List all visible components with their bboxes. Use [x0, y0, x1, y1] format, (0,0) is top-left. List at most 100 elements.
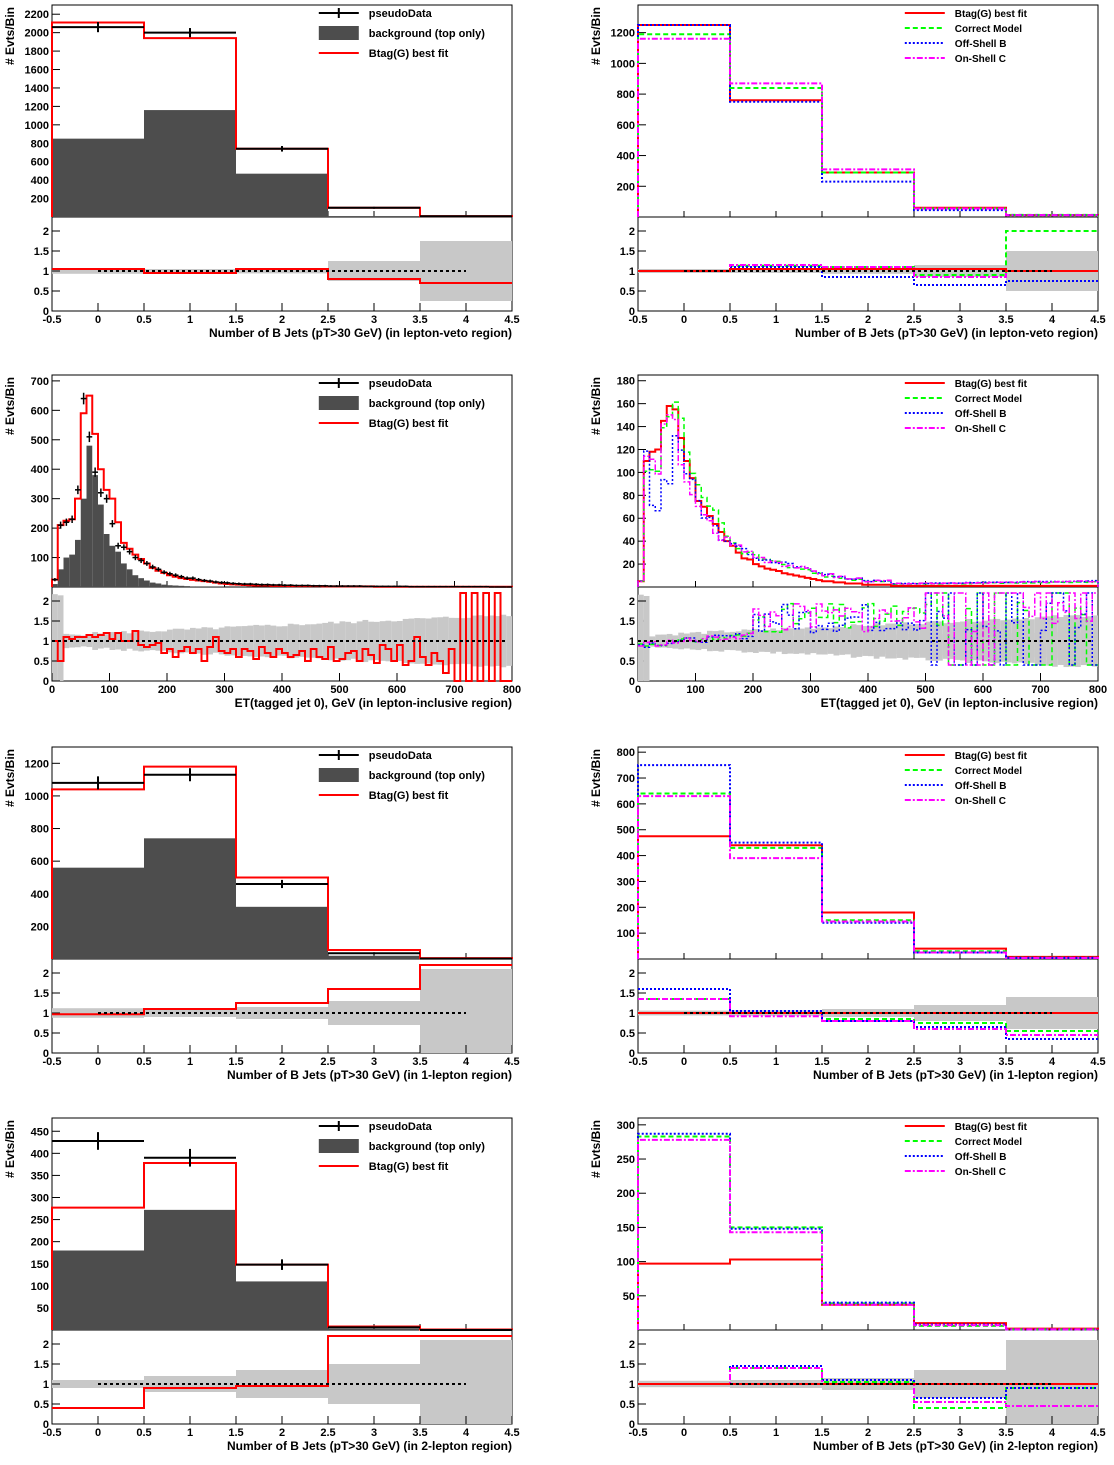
ratio-uncertainty-band [799, 635, 805, 652]
y-tick-label: 100 [31, 553, 49, 565]
y-tick-label: 20 [623, 559, 635, 571]
ratio-y-tick-label: 1.5 [34, 1359, 49, 1371]
ratio-y-tick-label: 1.5 [34, 988, 49, 1000]
y-tick-label: 50 [623, 1291, 635, 1303]
x-tick-label: 1.5 [228, 1427, 243, 1439]
ratio-y-tick-label: 1.5 [620, 1359, 635, 1371]
model-histogram-onshell [637, 795, 1099, 959]
background-bar [149, 582, 156, 587]
model-histogram-correct [637, 1135, 1099, 1331]
x-tick-label: 1 [187, 314, 193, 326]
legend-label: On-Shell C [955, 424, 1006, 435]
y-tick-label: 50 [37, 1303, 49, 1315]
ratio-uncertainty-band [816, 635, 822, 652]
x-tick-label: 0 [681, 1056, 687, 1068]
y-tick-label: 200 [31, 921, 49, 933]
x-tick-label: -0.5 [43, 1056, 62, 1068]
ratio-y-tick-label: 1 [629, 1008, 635, 1020]
legend-label: On-Shell C [955, 796, 1006, 807]
ratio-line-correct [638, 592, 1098, 666]
ratio-uncertainty-band [879, 634, 886, 654]
y-axis-title: # Evts/Bin [3, 377, 17, 435]
ratio-uncertainty-band [264, 624, 271, 658]
legend-label: background (top only) [369, 1141, 485, 1153]
x-tick-label: 4 [1049, 1056, 1056, 1068]
ratio-uncertainty-band [925, 634, 932, 655]
legend-label: Correct Model [955, 394, 1022, 405]
ratio-y-tick-label: 0.5 [34, 656, 49, 668]
legend-label: background (top only) [369, 770, 485, 782]
ratio-uncertainty-band [408, 618, 415, 664]
y-tick-label: 200 [617, 1188, 635, 1200]
background-bar [69, 554, 75, 587]
ratio-y-tick-label: 2 [43, 968, 49, 980]
y-tick-label: 700 [31, 376, 49, 388]
x-tick-label: 0 [681, 1427, 687, 1439]
ratio-y-tick-label: 1 [629, 636, 635, 648]
ratio-uncertainty-band [758, 636, 765, 650]
y-tick-label: 150 [31, 1259, 49, 1271]
x-tick-label: 200 [158, 684, 176, 696]
x-tick-label: 3 [957, 1056, 963, 1068]
legend-label: Off-Shell B [955, 409, 1007, 420]
y-tick-label: 120 [617, 444, 635, 456]
ratio-uncertainty-band [868, 634, 874, 654]
legend-label: pseudoData [369, 378, 433, 390]
y-tick-label: 100 [31, 1281, 49, 1293]
ratio-y-tick-label: 0 [43, 676, 49, 688]
background-bar [328, 1328, 420, 1330]
y-tick-label: 300 [617, 1120, 635, 1132]
y-tick-label: 100 [617, 467, 635, 479]
background-bar [328, 955, 420, 959]
y-tick-label: 250 [617, 1154, 635, 1166]
ratio-uncertainty-band [787, 635, 794, 652]
y-tick-label: 160 [617, 399, 635, 411]
ratio-uncertainty-band [460, 618, 466, 664]
ratio-uncertainty-band [172, 628, 179, 654]
ratio-y-tick-label: 0 [629, 1048, 635, 1060]
legend-label: Btag(G) best fit [955, 1122, 1028, 1133]
y-tick-label: 2200 [25, 9, 49, 21]
model-histogram-offshell [637, 23, 1099, 217]
ratio-uncertainty-band [1046, 632, 1052, 658]
ratio-y-tick-label: 0.5 [34, 1399, 49, 1411]
legend-label: Off-Shell B [955, 1152, 1007, 1163]
x-tick-label: 4.5 [504, 1056, 519, 1068]
legend-label: pseudoData [369, 1121, 433, 1133]
x-tick-label: 0.5 [136, 314, 151, 326]
x-tick-label: 2 [279, 1427, 285, 1439]
legend-label: Btag(G) best fit [369, 1161, 449, 1173]
ratio-uncertainty-band [144, 631, 150, 651]
ratio-uncertainty-band [661, 637, 667, 648]
ratio-uncertainty-band [1034, 632, 1041, 658]
y-tick-label: 600 [31, 405, 49, 417]
y-tick-label: 600 [31, 157, 49, 169]
x-tick-label: 3.5 [412, 314, 427, 326]
y-axis-title: # Evts/Bin [589, 1120, 603, 1178]
x-axis-title: ET(tagged jet 0), GeV (in lepton-inclusi… [821, 696, 1098, 710]
y-tick-label: 400 [617, 151, 635, 163]
legend-label: Off-Shell B [955, 781, 1007, 792]
background-bar [109, 545, 116, 587]
x-tick-label: 1.5 [814, 1427, 829, 1439]
legend-label: Btag(G) best fit [955, 751, 1028, 762]
ratio-uncertainty-band [689, 637, 696, 649]
y-tick-label: 300 [31, 494, 49, 506]
ratio-uncertainty-band [735, 636, 742, 651]
ratio-y-tick-label: 1 [629, 266, 635, 278]
x-tick-label: 0.5 [136, 1056, 151, 1068]
x-tick-label: 0 [681, 314, 687, 326]
ratio-uncertainty-band [1000, 632, 1006, 658]
ratio-y-tick-label: 2 [43, 1339, 49, 1351]
legend-label: pseudoData [369, 8, 433, 20]
x-tick-label: 3.5 [998, 314, 1013, 326]
ratio-uncertainty-band [666, 637, 673, 648]
background-bar [132, 575, 139, 587]
x-tick-label: 100 [100, 684, 118, 696]
background-bar [103, 534, 110, 587]
x-tick-label: 1 [187, 1056, 193, 1068]
ratio-uncertainty-band [954, 634, 960, 655]
legend-label: Correct Model [955, 766, 1022, 777]
ratio-uncertainty-band [402, 618, 409, 664]
